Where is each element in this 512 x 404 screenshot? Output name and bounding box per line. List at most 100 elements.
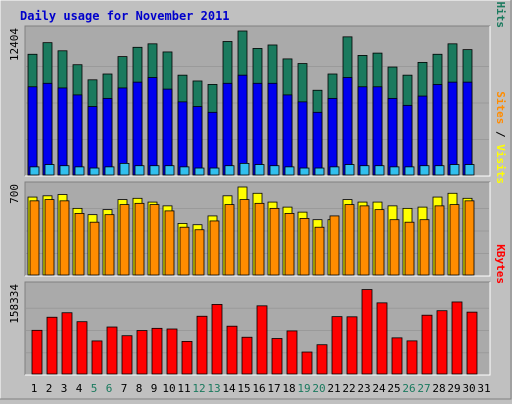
bar-pages-day-5 <box>89 167 100 176</box>
bar-kbytes-day-5 <box>91 340 103 375</box>
bar-sites-day-14 <box>224 204 235 276</box>
bar-files-day-12 <box>192 106 203 176</box>
bar-pages-day-3 <box>59 165 70 176</box>
bar-sites-day-8 <box>134 202 145 276</box>
legend-sites: Sites <box>494 91 507 124</box>
chart-title: Daily usage for November 2011 <box>20 9 230 23</box>
bar-sites-day-19 <box>299 218 310 276</box>
bar-files-day-1 <box>27 86 38 176</box>
bar-kbytes-day-6 <box>106 326 118 375</box>
legend-separator: / <box>494 124 507 144</box>
panel-2-legend: Sites / Visits <box>494 91 507 184</box>
bar-pages-day-25 <box>389 166 400 176</box>
bar-kbytes-day-14 <box>226 325 238 375</box>
x-tick-label-day-23: 23 <box>357 382 370 395</box>
bar-kbytes-day-7 <box>121 335 133 375</box>
bar-files-day-15 <box>237 74 248 176</box>
x-tick-label-day-7: 7 <box>121 382 128 395</box>
bar-sites-day-23 <box>359 205 370 276</box>
bar-sites-day-22 <box>344 204 355 276</box>
bar-sites-day-4 <box>74 212 85 276</box>
bar-files-day-25 <box>387 97 398 176</box>
x-tick-label-day-17: 17 <box>267 382 280 395</box>
bar-kbytes-day-28 <box>436 310 448 375</box>
bar-sites-day-28 <box>434 205 445 276</box>
bar-files-day-5 <box>87 106 98 176</box>
x-tick-label-day-22: 22 <box>342 382 355 395</box>
bar-kbytes-day-2 <box>46 316 58 375</box>
bar-pages-day-13 <box>209 167 220 176</box>
x-tick-label-day-19: 19 <box>297 382 310 395</box>
bar-kbytes-day-9 <box>151 327 163 375</box>
x-tick-label-day-6: 6 <box>106 382 113 395</box>
bar-files-day-13 <box>207 111 218 176</box>
bar-pages-day-9 <box>149 165 160 176</box>
bar-files-day-29 <box>447 81 458 176</box>
bar-kbytes-day-26 <box>406 340 418 375</box>
x-tick-label-day-30: 30 <box>462 382 475 395</box>
panel-1-bevel-dark <box>24 25 490 176</box>
x-tick-label-day-24: 24 <box>372 382 386 395</box>
bar-files-day-19 <box>297 101 308 176</box>
bar-kbytes-day-22 <box>346 316 358 375</box>
bar-pages-day-24 <box>374 165 385 176</box>
panel-2-ymax-label: 700 <box>8 184 21 204</box>
bar-kbytes-day-29 <box>451 301 463 375</box>
bar-pages-day-1 <box>29 166 40 176</box>
bar-sites-day-3 <box>59 200 70 276</box>
bar-sites-day-5 <box>89 221 100 276</box>
bar-files-day-7 <box>117 87 128 176</box>
legend-separator: / <box>494 0 507 2</box>
bar-sites-day-6 <box>104 214 115 276</box>
x-tick-label-day-8: 8 <box>136 382 143 395</box>
bar-pages-day-19 <box>299 167 310 176</box>
bar-kbytes-day-1 <box>31 329 43 375</box>
bar-pages-day-27 <box>419 165 430 176</box>
bar-files-day-14 <box>222 82 233 176</box>
bar-kbytes-day-16 <box>256 305 268 375</box>
bar-files-day-23 <box>357 86 368 176</box>
panel-1-ymax-label: 12404 <box>8 28 21 61</box>
bar-files-day-2 <box>42 82 53 176</box>
bar-sites-day-30 <box>464 200 475 276</box>
bar-files-day-9 <box>147 77 158 176</box>
bar-sites-day-24 <box>374 209 385 276</box>
bar-pages-day-11 <box>179 166 190 176</box>
x-tick-label-day-18: 18 <box>282 382 295 395</box>
bar-pages-day-21 <box>329 166 340 176</box>
bar-kbytes-day-24 <box>376 302 388 375</box>
bar-pages-day-6 <box>104 166 115 176</box>
bar-pages-day-14 <box>224 165 235 176</box>
x-tick-label-day-9: 9 <box>151 382 158 395</box>
x-tick-label-day-4: 4 <box>76 382 83 395</box>
bar-kbytes-day-13 <box>211 304 223 375</box>
bar-kbytes-day-18 <box>286 330 298 375</box>
bar-files-day-10 <box>162 88 173 176</box>
x-tick-label-day-25: 25 <box>387 382 400 395</box>
bar-files-day-22 <box>342 77 353 176</box>
bar-sites-day-10 <box>164 210 175 276</box>
bar-kbytes-day-23 <box>361 289 373 375</box>
bar-kbytes-day-12 <box>196 315 208 375</box>
bar-sites-day-18 <box>284 212 295 276</box>
x-tick-label-day-10: 10 <box>162 382 175 395</box>
panel-1-legend: Pages / Files / Hits <box>494 0 507 28</box>
bar-sites-day-15 <box>239 199 250 276</box>
bar-sites-day-16 <box>254 202 265 276</box>
bar-kbytes-day-27 <box>421 314 433 375</box>
bar-kbytes-day-8 <box>136 330 148 375</box>
bar-kbytes-day-30 <box>466 311 478 375</box>
x-tick-label-day-29: 29 <box>447 382 460 395</box>
bar-pages-day-30 <box>464 164 475 176</box>
bar-sites-day-9 <box>149 204 160 276</box>
panel-2-bevel-dark <box>24 181 490 276</box>
bar-sites-day-29 <box>449 204 460 276</box>
bar-kbytes-day-25 <box>391 337 403 375</box>
x-tick-label-day-28: 28 <box>432 382 445 395</box>
x-tick-label-day-2: 2 <box>46 382 53 395</box>
bar-files-day-28 <box>432 84 443 176</box>
bar-pages-day-17 <box>269 165 280 176</box>
